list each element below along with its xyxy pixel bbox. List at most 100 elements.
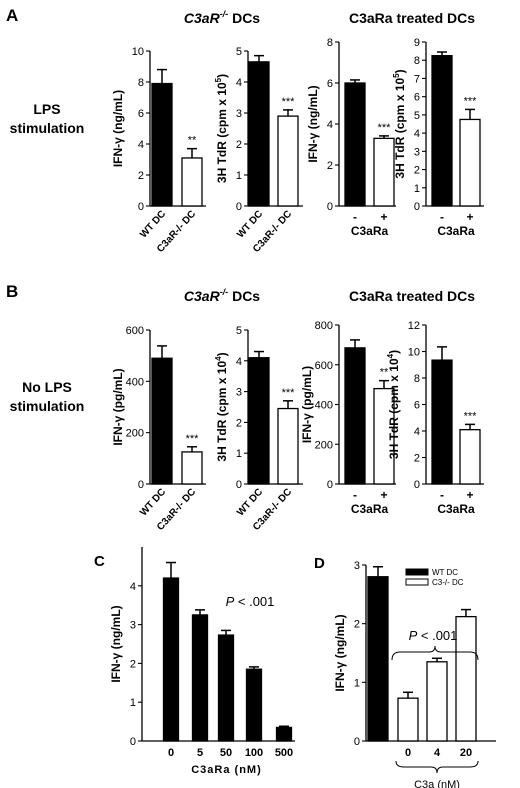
y-tick-label: 3	[130, 620, 136, 632]
bar	[344, 82, 366, 207]
y-axis-label: IFN-γ (pg/mL)	[300, 366, 314, 443]
y-tick-label: 3	[236, 387, 242, 399]
y-tick-label: 3	[236, 108, 242, 120]
significance-label: ***	[282, 387, 296, 399]
category-label: +	[466, 210, 473, 224]
category-label: +	[380, 210, 387, 224]
bar	[277, 115, 299, 207]
lps-label-line1: LPS	[33, 101, 60, 117]
bar	[181, 157, 203, 207]
panel-label-c: C	[94, 553, 105, 570]
y-tick-label: 2	[130, 658, 136, 670]
y-tick-label: 4	[236, 356, 242, 368]
y-tick-label: 5	[236, 46, 242, 58]
y-tick-label: 0	[138, 479, 144, 491]
bar	[191, 614, 209, 742]
y-tick-label: 1	[236, 170, 242, 182]
significance-label: ***	[464, 95, 478, 107]
y-tick-label: 0	[414, 201, 420, 213]
chart-c: 0 1 2 3 4 IFN-γ (ng/mL) 0 5 50 100 500 C3aRa (nM) P …	[109, 547, 295, 776]
y-tick-label: 8	[327, 37, 333, 49]
x-axis-title: C3aRa	[351, 502, 389, 516]
nolps-label-line2: stimulation	[10, 398, 85, 414]
category-label: WT DC	[138, 209, 168, 241]
bar	[459, 118, 481, 207]
y-tick-label: 3	[414, 146, 420, 158]
bar	[162, 577, 180, 742]
y-tick-label: 4	[130, 581, 136, 593]
y-tick-label: 1	[414, 183, 420, 195]
bar	[431, 55, 453, 207]
y-tick-label: 3	[354, 560, 360, 572]
chart-d: 0 1 2 3 IFN-γ (ng/mL) 0 4 20 C3a (nM) P < .001 WT …	[333, 560, 496, 788]
chart-a4: 0 1 2 3 4 5 6 7 8 9 3H TdR (cpm x 105) - *** +C3aRa	[392, 37, 484, 238]
y-tick-label: 2	[414, 165, 420, 177]
x-axis-title: C3aRa (nM)	[191, 764, 262, 776]
y-tick-label: 7	[414, 73, 420, 85]
y-axis-label: 3H TdR (cpm x 104)	[386, 350, 401, 459]
y-tick-label: 6	[138, 108, 144, 120]
category-label: 0	[405, 747, 411, 759]
y-tick-label: 0	[236, 479, 242, 491]
chart-b4: 0 2 4 6 8 10 12 3H TdR (cpm x 104) - *** +C3aRa	[386, 320, 484, 516]
y-tick-label: 2	[236, 417, 242, 429]
bar	[455, 615, 477, 742]
category-label: -	[353, 488, 357, 502]
y-axis-label: 3H TdR (cpm x 105)	[392, 69, 407, 178]
y-tick-label: 6	[414, 400, 420, 412]
y-tick-label: 400	[315, 400, 333, 412]
bar	[367, 576, 389, 742]
y-axis-label: IFN-γ (ng/mL)	[306, 85, 320, 162]
significance-label: ***	[186, 433, 200, 445]
y-tick-label: 8	[138, 77, 144, 89]
y-axis-label: IFN-γ (ng/mL)	[109, 605, 123, 682]
category-label: 0	[168, 747, 174, 759]
y-tick-label: 9	[414, 37, 420, 49]
category-label: 4	[434, 747, 441, 759]
lps-label-line2: stimulation	[10, 120, 85, 136]
bar	[397, 697, 419, 742]
y-tick-label: 8	[414, 55, 420, 67]
y-axis-label: 3H TdR (cpm x 105)	[214, 74, 229, 183]
group-title-knockout-a: C3aR-/- DCs	[184, 9, 260, 26]
y-tick-label: 0	[130, 736, 136, 748]
y-tick-label: 800	[315, 320, 333, 332]
bar	[248, 61, 270, 207]
category-label: -	[440, 210, 444, 224]
legend-swatch	[405, 578, 429, 586]
y-tick-label: 4	[236, 77, 242, 89]
significance-label: ***	[378, 122, 392, 134]
y-tick-label: 200	[315, 439, 333, 451]
bar	[373, 137, 395, 207]
y-tick-label: 1	[354, 677, 360, 689]
category-label: 50	[220, 747, 232, 759]
category-label: 20	[460, 747, 472, 759]
nolps-label-line1: No LPS	[22, 379, 72, 395]
group-title-treated-b: C3aRa treated DCs	[349, 288, 475, 304]
y-tick-label: 2	[138, 170, 144, 182]
group-title-knockout-b: C3aR-/- DCs	[184, 287, 260, 304]
y-axis-label: IFN-γ (ng/mL)	[111, 90, 125, 167]
y-tick-label: 4	[138, 139, 144, 151]
category-label: 5	[197, 747, 203, 759]
y-tick-label: 0	[354, 736, 360, 748]
bar	[459, 429, 481, 485]
significance-label: ***	[464, 410, 478, 422]
y-tick-label: 200	[126, 428, 144, 440]
significance-label: **	[188, 135, 197, 147]
category-label: +	[380, 488, 387, 502]
significance-label: ***	[282, 96, 296, 108]
y-tick-label: 12	[408, 320, 420, 332]
y-tick-label: 0	[414, 479, 420, 491]
x-axis-title: C3aRa	[437, 502, 475, 516]
panel-label-d: D	[314, 555, 325, 572]
bar	[344, 347, 366, 485]
y-tick-label: 4	[414, 426, 420, 438]
y-tick-label: 2	[354, 619, 360, 631]
y-tick-label: 6	[327, 78, 333, 90]
